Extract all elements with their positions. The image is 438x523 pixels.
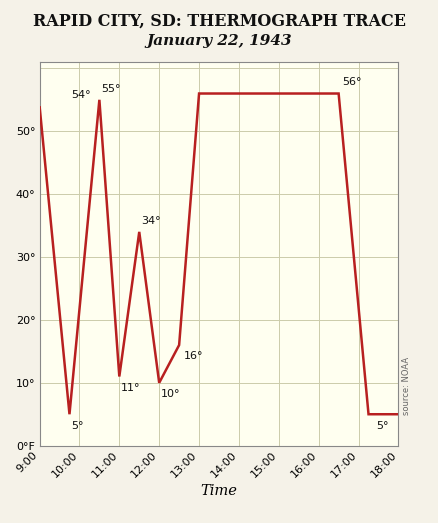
Text: 10°: 10° (160, 389, 180, 399)
Text: 5°: 5° (71, 420, 83, 430)
Text: RAPID CITY, SD: THERMOGRAPH TRACE: RAPID CITY, SD: THERMOGRAPH TRACE (33, 13, 405, 30)
X-axis label: Time: Time (200, 484, 237, 497)
Text: 54°: 54° (71, 90, 91, 100)
Text: 11°: 11° (120, 383, 140, 393)
Text: source: NOAA: source: NOAA (401, 357, 410, 415)
Text: 34°: 34° (141, 215, 160, 225)
Text: January 22, 1943: January 22, 1943 (146, 34, 292, 48)
Text: 16°: 16° (184, 351, 203, 361)
Text: 55°: 55° (101, 84, 120, 94)
Text: 56°: 56° (341, 77, 360, 87)
Text: 5°: 5° (376, 420, 388, 430)
